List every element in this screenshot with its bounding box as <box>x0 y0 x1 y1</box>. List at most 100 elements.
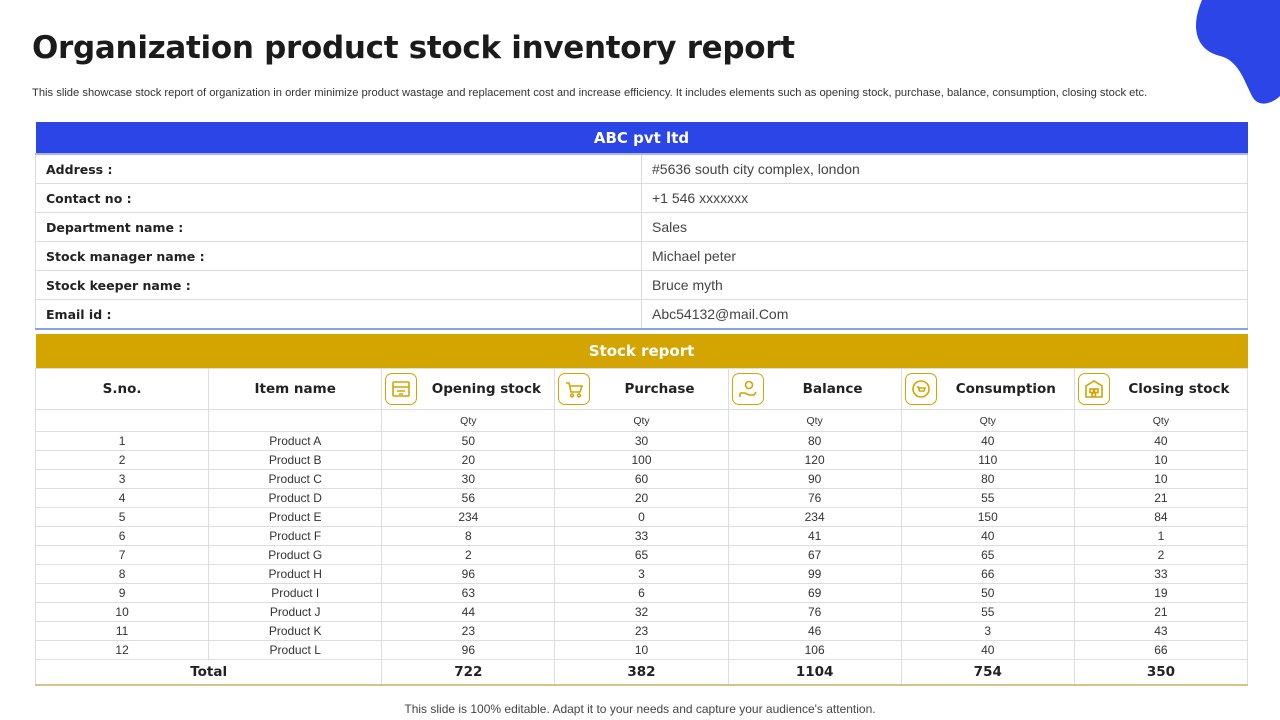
total-label: Total <box>34 659 383 686</box>
sno-cell: 2 <box>34 450 210 470</box>
item-name-cell: Product K <box>208 621 383 641</box>
consumption-cell: 66 <box>900 564 1075 584</box>
consumption-cell: 150 <box>900 507 1075 527</box>
opening-stock-cell: 8 <box>381 526 556 546</box>
opening-stock-header: Opening stock <box>381 368 556 410</box>
sno-cell: 8 <box>34 564 210 584</box>
opening-stock-cell: 23 <box>381 621 556 641</box>
stock-report-title: Stock report <box>35 334 1248 369</box>
unit-cell-empty <box>34 409 210 432</box>
company-info-row: Email id : Abc54132@mail.Com <box>35 299 1248 330</box>
item-name-cell: Product L <box>208 640 383 660</box>
purchase-cell: 30 <box>554 431 729 451</box>
company-info-row: Stock manager name : Michael peter <box>35 241 1248 271</box>
consumption-cell: 55 <box>900 602 1075 622</box>
stock-keeper-label: Stock keeper name : <box>35 270 642 300</box>
email-value: Abc54132@mail.Com <box>641 299 1248 330</box>
purchase-cell: 3 <box>554 564 729 584</box>
purchase-cell: 0 <box>554 507 729 527</box>
closing-stock-cell: 43 <box>1073 621 1249 641</box>
column-header-row: S.no. Item name Opening stock <box>34 368 1249 410</box>
item-name-cell: Product H <box>208 564 383 584</box>
purchase-cell: 32 <box>554 602 729 622</box>
consumption-cell: 65 <box>900 545 1075 565</box>
table-row: 6 Product F 8 33 41 40 1 <box>34 526 1249 546</box>
item-name-cell: Product D <box>208 488 383 508</box>
balance-cell: 234 <box>727 507 902 527</box>
purchase-cell: 10 <box>554 640 729 660</box>
consumption-cell: 3 <box>900 621 1075 641</box>
stock-keeper-value: Bruce myth <box>641 270 1248 300</box>
opening-stock-cell: 56 <box>381 488 556 508</box>
stock-report-table: Stock report S.no. Item name Opening sto… <box>34 334 1249 686</box>
stock-manager-label: Stock manager name : <box>35 241 642 271</box>
balance-cell: 46 <box>727 621 902 641</box>
balance-cell: 41 <box>727 526 902 546</box>
sno-cell: 6 <box>34 526 210 546</box>
item-name-cell: Product E <box>208 507 383 527</box>
table-row: 12 Product L 96 10 106 40 66 <box>34 640 1249 660</box>
opening-stock-total: 722 <box>381 659 556 686</box>
purchase-cell: 60 <box>554 469 729 489</box>
table-row: 8 Product H 96 3 99 66 33 <box>34 564 1249 584</box>
item-name-cell: Product A <box>208 431 383 451</box>
company-info-table: ABC pvt ltd Address : #5636 south city c… <box>35 122 1248 330</box>
contact-value: +1 546 xxxxxxx <box>641 183 1248 213</box>
table-row: 3 Product C 30 60 90 80 10 <box>34 469 1249 489</box>
closing-stock-cell: 2 <box>1073 545 1249 565</box>
closing-stock-cell: 10 <box>1073 450 1249 470</box>
opening-stock-cell: 44 <box>381 602 556 622</box>
unit-row: Qty Qty Qty Qty Qty <box>34 409 1249 432</box>
consumption-header: Consumption <box>900 368 1075 410</box>
closing-stock-cell: 10 <box>1073 469 1249 489</box>
balance-cell: 80 <box>727 431 902 451</box>
balance-cell: 106 <box>727 640 902 660</box>
opening-stock-cell: 96 <box>381 564 556 584</box>
closing-stock-header: Closing stock <box>1073 368 1249 410</box>
purchase-cell: 6 <box>554 583 729 603</box>
sno-cell: 1 <box>34 431 210 451</box>
balance-cell: 67 <box>727 545 902 565</box>
sno-cell: 5 <box>34 507 210 527</box>
closing-stock-cell: 1 <box>1073 526 1249 546</box>
opening-stock-cell: 96 <box>381 640 556 660</box>
purchase-header: Purchase <box>554 368 729 410</box>
purchase-cell: 100 <box>554 450 729 470</box>
company-info-row: Address : #5636 south city complex, lond… <box>35 153 1248 184</box>
page-subtitle: This slide showcase stock report of orga… <box>32 87 1148 99</box>
sno-cell: 12 <box>34 640 210 660</box>
opening-stock-cell: 20 <box>381 450 556 470</box>
item-name-header: Item name <box>208 368 383 410</box>
table-row: 10 Product J 44 32 76 55 21 <box>34 602 1249 622</box>
total-row: Total 722 382 1104 754 350 <box>34 659 1249 686</box>
sno-cell: 11 <box>34 621 210 641</box>
item-name-cell: Product G <box>208 545 383 565</box>
consumption-cell: 80 <box>900 469 1075 489</box>
balance-cell: 99 <box>727 564 902 584</box>
sno-cell: 10 <box>34 602 210 622</box>
purchase-cell: 20 <box>554 488 729 508</box>
closing-stock-cell: 84 <box>1073 507 1249 527</box>
purchase-cell: 23 <box>554 621 729 641</box>
consumption-label: Consumption <box>955 381 1056 397</box>
sno-cell: 7 <box>34 545 210 565</box>
email-label: Email id : <box>35 299 642 330</box>
closing-stock-cell: 66 <box>1073 640 1249 660</box>
opening-stock-label: Opening stock <box>431 381 541 397</box>
balance-cell: 69 <box>727 583 902 603</box>
sno-header: S.no. <box>34 368 210 410</box>
balance-cell: 120 <box>727 450 902 470</box>
table-row: 11 Product K 23 23 46 3 43 <box>34 621 1249 641</box>
purchase-label: Purchase <box>624 381 695 397</box>
opening-stock-cell: 63 <box>381 583 556 603</box>
warehouse-icon <box>1077 373 1110 405</box>
item-name-cell: Product J <box>208 602 383 622</box>
address-value: #5636 south city complex, london <box>641 153 1248 184</box>
unit-cell: Qty <box>1073 409 1249 432</box>
table-row: 4 Product D 56 20 76 55 21 <box>34 488 1249 508</box>
department-value: Sales <box>641 212 1248 242</box>
purchase-cell: 65 <box>554 545 729 565</box>
sno-cell: 9 <box>34 583 210 603</box>
table-row: 9 Product I 63 6 69 50 19 <box>34 583 1249 603</box>
unit-cell: Qty <box>554 409 729 432</box>
